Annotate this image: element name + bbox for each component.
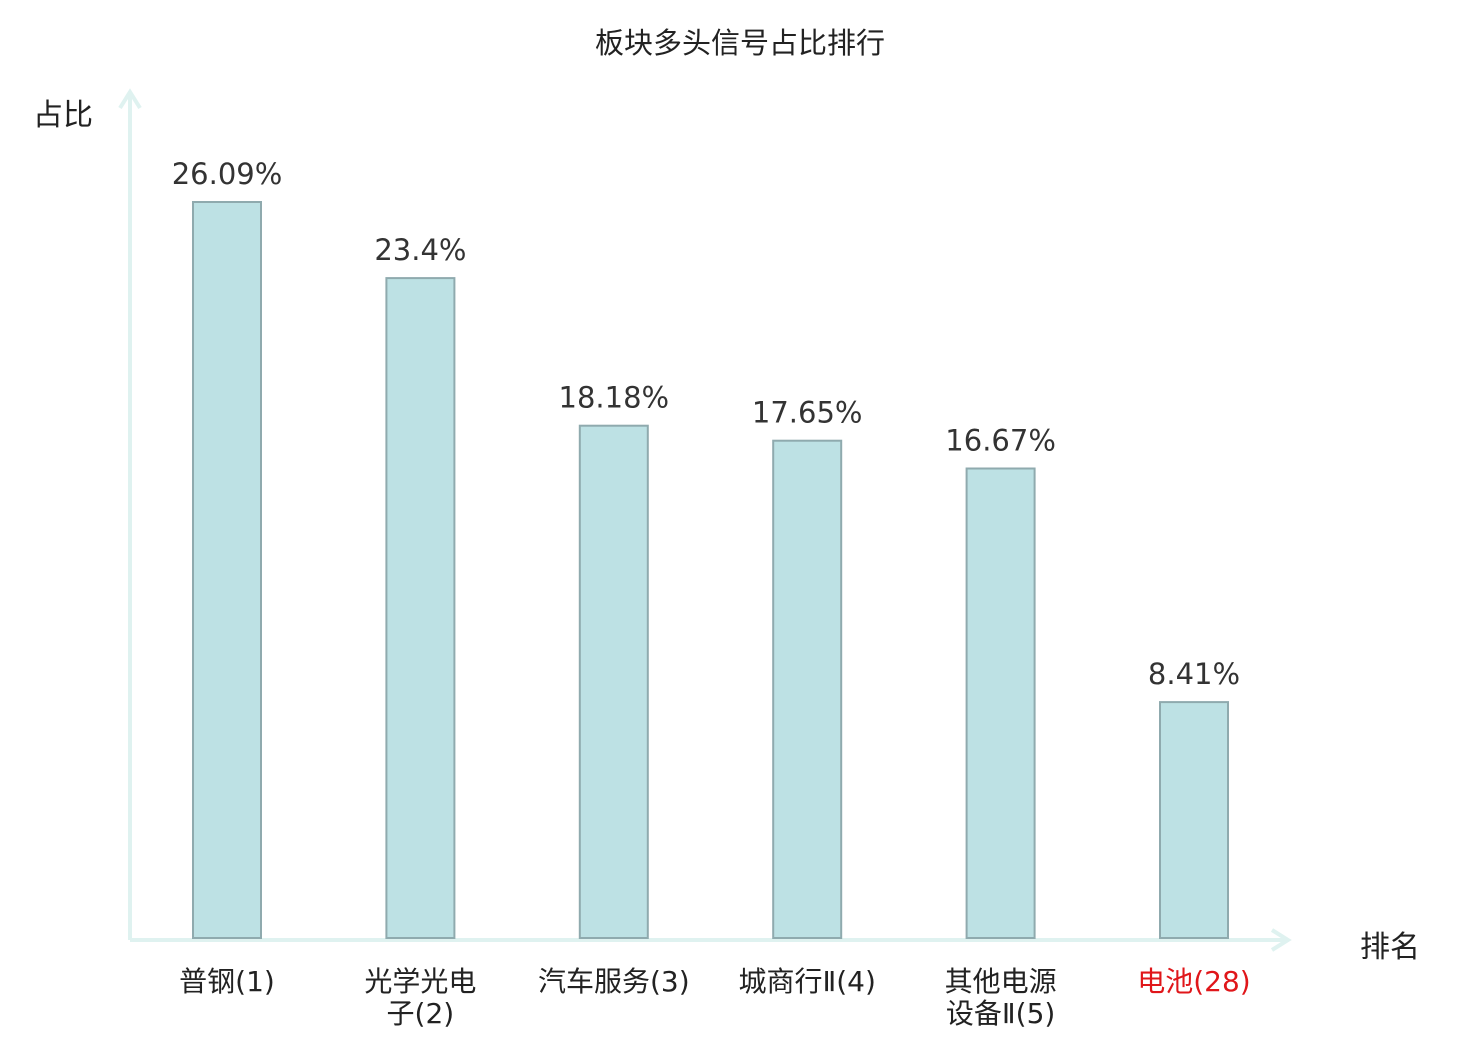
bar-3 xyxy=(578,424,649,939)
y-axis-arrow-icon xyxy=(118,88,142,110)
y-axis-label: 占比 xyxy=(33,98,93,133)
value-label-3: 18.18% xyxy=(559,381,670,415)
category-label-4: 城商行Ⅱ(4) xyxy=(738,965,876,998)
value-label-1: 26.09% xyxy=(172,157,283,191)
bar-2 xyxy=(385,277,456,940)
value-label-4: 17.65% xyxy=(752,396,863,430)
bar-1 xyxy=(192,201,262,939)
x-axis-label: 排名 xyxy=(1360,930,1420,965)
category-label-1: 普钢(1) xyxy=(179,965,275,998)
x-axis-arrow-icon xyxy=(1270,928,1292,952)
bar-6 xyxy=(1159,701,1229,939)
category-label-2: 光学光电 子(2) xyxy=(364,965,477,1030)
chart-title: 板块多头信号占比排行 xyxy=(594,26,885,60)
chart-axes xyxy=(118,88,1292,952)
bar-4 xyxy=(772,439,843,939)
value-label-group: 26.09% 23.4% 18.18% 17.65% 16.67% 8.41% xyxy=(172,157,1240,691)
bar-group xyxy=(192,201,1229,940)
value-label-6: 8.41% xyxy=(1148,657,1240,691)
category-label-6: 电池(28) xyxy=(1137,965,1251,998)
value-label-2: 23.4% xyxy=(374,233,466,267)
category-label-3: 汽车服务(3) xyxy=(537,965,690,998)
value-label-5: 16.67% xyxy=(945,424,1056,458)
bar-5 xyxy=(965,467,1036,939)
category-label-5: 其他电源 设备Ⅱ(5) xyxy=(944,965,1057,1030)
